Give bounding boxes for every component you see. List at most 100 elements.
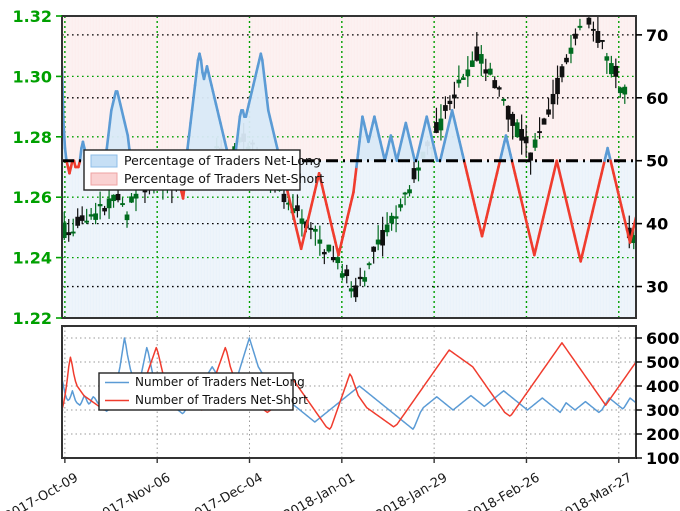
candle-body xyxy=(281,193,287,203)
candle-body xyxy=(66,232,72,236)
candle-body xyxy=(84,220,90,223)
candle-body xyxy=(617,87,623,94)
candle-body xyxy=(461,77,466,80)
candle-body xyxy=(106,198,112,209)
candle-body xyxy=(389,215,394,224)
candle-body xyxy=(568,47,574,54)
candle-body xyxy=(505,105,511,120)
percentage-line-segment xyxy=(235,127,240,144)
percentage-line-segment xyxy=(262,71,267,87)
candle-body xyxy=(537,131,542,134)
candle-body xyxy=(550,93,556,105)
candle-body xyxy=(622,86,628,95)
candle-body xyxy=(586,17,592,25)
candle-body xyxy=(519,129,524,141)
candle-body xyxy=(577,25,583,28)
candle-body xyxy=(573,33,578,39)
percentage-line-segment xyxy=(78,146,83,163)
candle-body xyxy=(559,66,565,78)
candle-body xyxy=(478,54,484,64)
candle-body xyxy=(313,228,318,232)
candle-body xyxy=(555,77,560,95)
candle-body xyxy=(407,189,412,194)
legend-swatch-net-short xyxy=(90,172,118,186)
percentage-legend-box xyxy=(83,149,301,191)
candle-body xyxy=(487,68,493,75)
bottom-axis-label: 600 xyxy=(646,329,679,348)
candle-body xyxy=(295,205,300,212)
percentage-line-segment xyxy=(63,146,68,163)
candle-body xyxy=(447,100,453,105)
candle-body xyxy=(380,229,385,246)
percentage-line-segment xyxy=(263,83,269,100)
right-axis-label: 40 xyxy=(646,215,668,234)
candle-body xyxy=(124,214,130,221)
percentage-line-segment xyxy=(190,96,195,112)
candle-body xyxy=(456,79,462,84)
candle-body xyxy=(510,113,516,126)
legend-label-percentage-net-short: Percentage of Traders Net-Short xyxy=(124,171,324,186)
legend-label-number-net-short: Number of Traders Net-Short xyxy=(135,393,308,407)
percentage-line-segment xyxy=(105,134,110,150)
candle-body xyxy=(317,239,323,244)
candle-body xyxy=(492,80,498,89)
bottom-axis-label: 300 xyxy=(646,401,679,420)
candle-body xyxy=(393,216,399,219)
percentage-line-segment xyxy=(261,58,266,74)
right-axis-label: 60 xyxy=(646,89,668,108)
candle-body xyxy=(70,231,76,234)
candle-body xyxy=(532,139,538,148)
candle-body xyxy=(308,227,314,230)
percentage-line-segment xyxy=(107,121,112,137)
legend-label-percentage-net-long: Percentage of Traders Net-Long xyxy=(124,153,321,168)
candle-body xyxy=(344,269,350,277)
net-short-band xyxy=(62,16,636,161)
candle-body xyxy=(438,118,444,131)
left-axis-label: 1.22 xyxy=(13,309,52,328)
candle-body xyxy=(111,194,116,202)
candle-body xyxy=(321,251,327,255)
candle-body xyxy=(362,277,368,282)
top-gridlines xyxy=(62,16,636,318)
bottom-axis-label: 100 xyxy=(646,449,679,468)
candle-body xyxy=(600,39,605,42)
percentage-line-segment xyxy=(193,71,198,87)
candle-body xyxy=(79,215,85,221)
net-long-area xyxy=(62,53,636,161)
percentage-line-segment xyxy=(186,134,191,150)
candle-body xyxy=(88,214,94,217)
candle-body xyxy=(97,204,103,207)
trader-count-legend-box xyxy=(98,372,294,411)
candle-body xyxy=(595,31,601,43)
candle-body xyxy=(102,207,107,212)
left-axis-label: 1.28 xyxy=(13,128,52,147)
candle-body xyxy=(330,257,336,261)
bottom-axis-label: 500 xyxy=(646,353,679,372)
percentage-line-segment xyxy=(195,58,200,74)
percentage-line-segment xyxy=(356,140,361,156)
legend-label-number-net-long: Number of Traders Net-Long xyxy=(135,375,305,389)
candle-body xyxy=(591,28,596,31)
candle-body xyxy=(357,276,363,280)
candle-body xyxy=(75,216,81,226)
top-panel-border xyxy=(61,15,637,319)
candle-body xyxy=(523,136,529,144)
candle-body xyxy=(348,288,354,292)
percentage-line-segment xyxy=(62,121,67,150)
candle-body xyxy=(443,105,448,111)
candle-body xyxy=(416,167,421,171)
percentage-line-segment xyxy=(265,96,270,112)
candle-body xyxy=(474,46,480,61)
candle-body xyxy=(469,60,475,67)
candle-body xyxy=(115,193,121,201)
candle-body xyxy=(546,109,551,115)
candle-body xyxy=(514,122,520,138)
left-axis-label: 1.30 xyxy=(13,67,52,86)
candle-body xyxy=(398,204,403,208)
candle-body xyxy=(375,239,381,245)
candle-body xyxy=(496,87,502,90)
percentage-line-segment xyxy=(192,83,197,100)
candle-body xyxy=(129,196,134,203)
